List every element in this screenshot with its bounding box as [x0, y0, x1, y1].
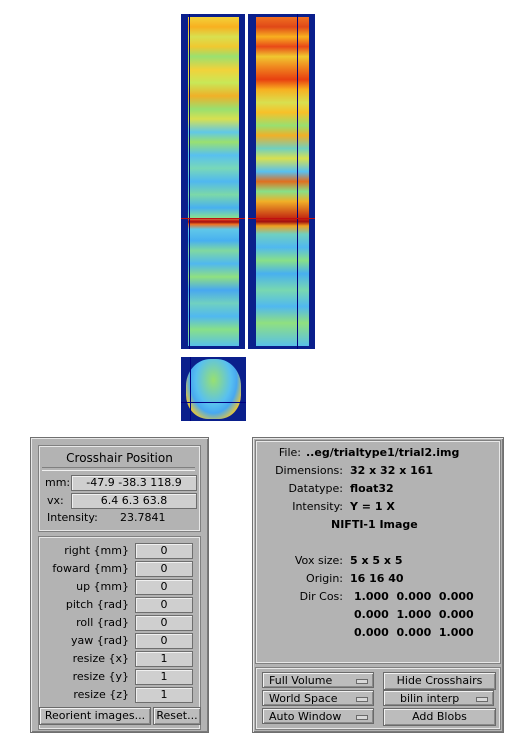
intensity-value: 23.7841	[120, 511, 166, 524]
forward-mm-input[interactable]: 0	[135, 561, 193, 577]
sagittal-image	[188, 17, 239, 346]
pitch-rad-input[interactable]: 0	[135, 597, 193, 613]
dimensions-value: 32 x 32 x 161	[350, 464, 434, 477]
full-volume-label: Full Volume	[269, 674, 333, 687]
resize-x-input[interactable]: 1	[135, 651, 193, 667]
dircos-row-3: 0.000 0.000 1.000	[354, 626, 474, 639]
mm-label: mm:	[45, 476, 71, 489]
resize-z-input[interactable]: 1	[135, 687, 193, 703]
option-menu-indicator-icon	[356, 697, 368, 702]
axial-crosshair-horizontal	[181, 402, 246, 403]
reorient-images-button[interactable]: Reorient images...	[39, 707, 151, 725]
resize-z-label: resize {z}	[73, 688, 129, 701]
yaw-rad-label: yaw {rad}	[71, 634, 129, 647]
intensity-scale-label: Intensity:	[292, 500, 343, 513]
option-menu-indicator-icon	[356, 679, 368, 684]
sagittal-crosshair-vertical	[189, 14, 190, 349]
auto-window-label: Auto Window	[269, 710, 342, 723]
up-mm-label: up {mm}	[76, 580, 129, 593]
pitch-rad-label: pitch {rad}	[65, 598, 129, 611]
mm-value-field[interactable]: -47.9 -38.3 118.9	[71, 475, 197, 491]
coronal-image	[256, 17, 309, 346]
world-space-label: World Space	[269, 692, 338, 705]
forward-mm-label: foward {mm}	[52, 562, 129, 575]
axial-crosshair-vertical	[190, 357, 191, 421]
voxsize-value: 5 x 5 x 5	[350, 554, 403, 567]
reset-button[interactable]: Reset...	[153, 707, 201, 725]
resize-y-input[interactable]: 1	[135, 669, 193, 685]
vx-value-field[interactable]: 6.4 6.3 63.8	[71, 493, 197, 509]
origin-value: 16 16 40	[350, 572, 404, 585]
image-info-group	[255, 440, 501, 664]
yaw-rad-input[interactable]: 0	[135, 633, 193, 649]
dircos-label: Dir Cos:	[299, 590, 343, 603]
datatype-value: float32	[350, 482, 394, 495]
world-space-menu[interactable]: World Space	[262, 690, 374, 706]
view-controls-group	[255, 667, 501, 730]
intensity-scale-value: Y = 1 X	[350, 500, 395, 513]
interpolation-label: bilin interp	[400, 692, 460, 705]
hide-crosshairs-button[interactable]: Hide Crosshairs	[383, 672, 496, 690]
crosshair-position-title: Crosshair Position	[66, 451, 173, 465]
interpolation-menu[interactable]: bilin interp	[383, 690, 494, 706]
axial-view[interactable]	[181, 357, 246, 421]
option-menu-indicator-icon	[476, 697, 488, 702]
coronal-crosshair-horizontal	[248, 218, 315, 219]
voxsize-label: Vox size:	[294, 554, 343, 567]
add-blobs-button[interactable]: Add Blobs	[383, 708, 496, 726]
coronal-view[interactable]	[248, 14, 315, 349]
up-mm-input[interactable]: 0	[135, 579, 193, 595]
crosshair-panel: Crosshair Position mm: -47.9 -38.3 118.9…	[30, 437, 209, 733]
dircos-row-2: 0.000 1.000 0.000	[354, 608, 474, 621]
datatype-label: Datatype:	[288, 482, 343, 495]
option-menu-indicator-icon	[356, 715, 368, 720]
dimensions-label: Dimensions:	[275, 464, 343, 477]
origin-label: Origin:	[306, 572, 343, 585]
vx-label: vx:	[47, 494, 64, 507]
roll-rad-input[interactable]: 0	[135, 615, 193, 631]
coronal-crosshair-vertical	[297, 14, 298, 349]
file-value: ..eg/trialtype1/trial2.img	[306, 446, 460, 459]
image-format: NIFTI-1 Image	[331, 518, 418, 531]
full-volume-menu[interactable]: Full Volume	[262, 672, 374, 688]
title-divider	[42, 467, 195, 471]
roll-rad-label: roll {rad}	[76, 616, 129, 629]
crosshair-position-group: Crosshair Position mm: -47.9 -38.3 118.9…	[38, 445, 201, 532]
image-info-panel: File: ..eg/trialtype1/trial2.img Dimensi…	[252, 437, 504, 733]
file-label: File:	[278, 446, 301, 459]
right-mm-label: right {mm}	[64, 544, 129, 557]
right-mm-input[interactable]: 0	[135, 543, 193, 559]
resize-y-label: resize {y}	[72, 670, 129, 683]
sagittal-crosshair-horizontal	[181, 218, 245, 219]
auto-window-menu[interactable]: Auto Window	[262, 708, 374, 724]
reorient-group	[38, 536, 201, 730]
dircos-row-1: 1.000 0.000 0.000	[354, 590, 474, 603]
sagittal-view[interactable]	[181, 14, 245, 349]
axial-image	[186, 359, 241, 419]
intensity-label: Intensity:	[47, 511, 98, 524]
resize-x-label: resize {x}	[72, 652, 129, 665]
